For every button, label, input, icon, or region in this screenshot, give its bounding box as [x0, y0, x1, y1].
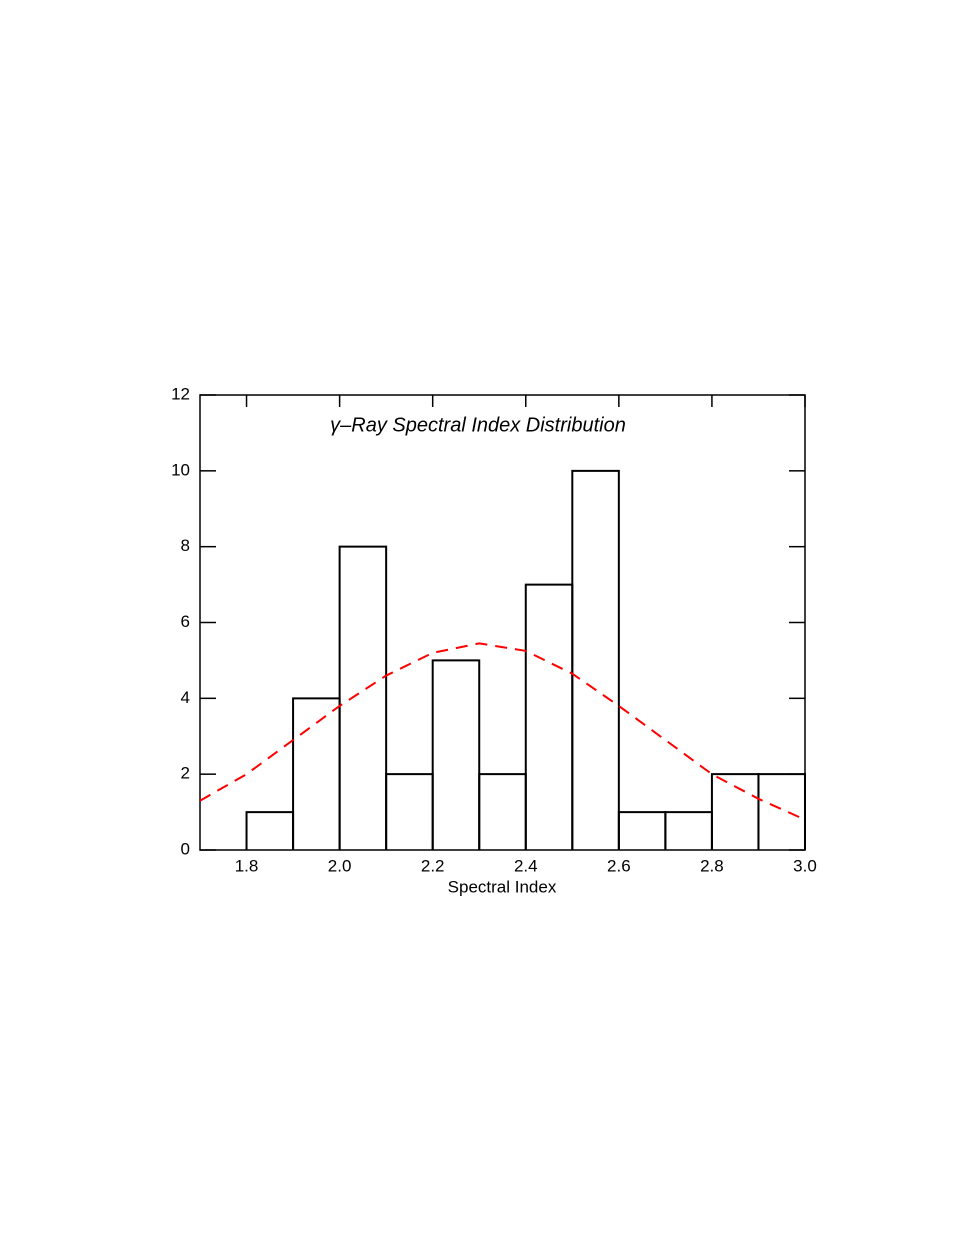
fit-curve [199, 642, 806, 821]
x-tick-label: 3.0 [793, 856, 817, 875]
histogram-bar [385, 773, 434, 850]
y-tick-label: 8 [181, 536, 190, 555]
histogram-bar [338, 545, 388, 850]
histogram-bar [292, 697, 341, 850]
y-tick-label: 6 [181, 612, 190, 631]
chart-title: γ–Ray Spectral Index Distribution [330, 414, 626, 436]
x-tick-label: 2.8 [700, 856, 724, 875]
y-tick-label: 0 [181, 839, 190, 858]
histogram-bar [757, 773, 806, 850]
histogram-bar [571, 469, 620, 850]
x-tick-label: 1.8 [235, 856, 259, 875]
y-tick-label: 12 [171, 384, 190, 403]
histogram-bar [431, 659, 481, 850]
y-tick-label: 4 [181, 688, 190, 707]
histogram-bar [478, 773, 527, 850]
x-tick-label: 2.2 [421, 856, 445, 875]
x-tick-label: 2.4 [514, 856, 538, 875]
x-tick-label: 2.0 [328, 856, 352, 875]
histogram-bar [664, 811, 713, 850]
y-tick-label: 10 [171, 460, 190, 479]
x-tick-label: 2.6 [607, 856, 631, 875]
y-tick-label: 2 [181, 764, 190, 783]
x-axis-label: Spectral Index [448, 877, 557, 896]
histogram-bar [617, 811, 667, 850]
histogram-bar [524, 583, 574, 850]
plot-frame [199, 394, 806, 851]
histogram-bar [245, 811, 295, 850]
